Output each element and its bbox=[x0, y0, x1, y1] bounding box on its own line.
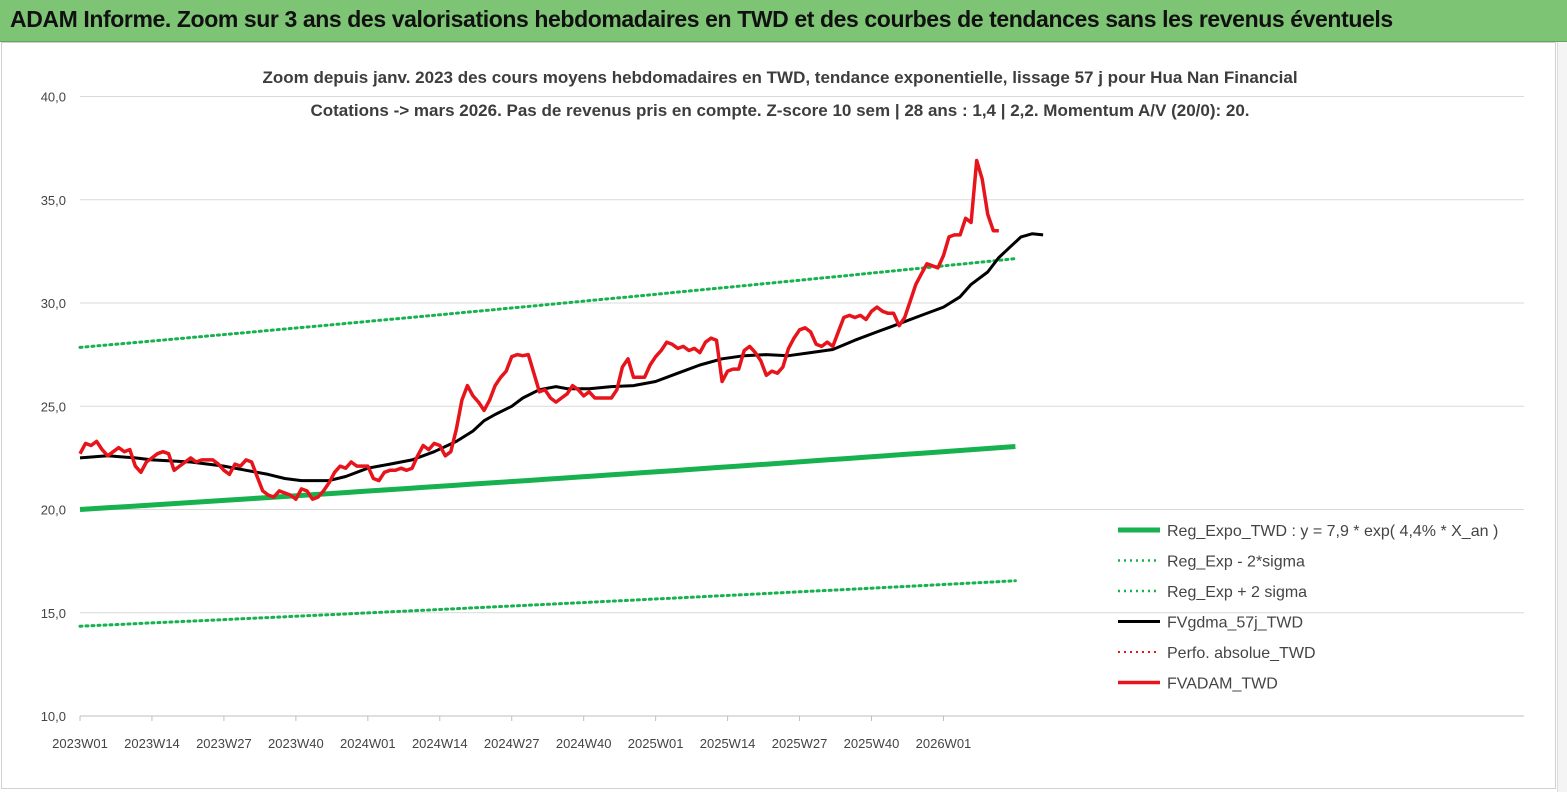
y-tick-labels: 10,0 15,0 20,0 25,0 30,0 35,0 40,0 bbox=[41, 90, 66, 725]
y-tick-label: 10,0 bbox=[41, 709, 66, 724]
x-tick-label: 2026W01 bbox=[916, 736, 972, 751]
x-tick-label: 2025W14 bbox=[700, 736, 756, 751]
series-line-2 bbox=[78, 579, 1017, 628]
series-line-0 bbox=[79, 444, 1016, 512]
x-tick-label: 2025W01 bbox=[628, 736, 684, 751]
x-tick-labels: 2023W01 2023W14 2023W27 2023W40 2024W01 2024W… bbox=[52, 716, 971, 751]
x-tick-label: 2023W01 bbox=[52, 736, 108, 751]
legend: Reg_Expo_TWD : y = 7,9 * exp( 4,4% * X_a… bbox=[1118, 523, 1498, 693]
chart-subtitle: Cotations -> mars 2026. Pas de revenus p… bbox=[310, 101, 1249, 120]
series-lines bbox=[78, 158, 1044, 628]
x-tick-label: 2025W40 bbox=[844, 736, 900, 751]
gridlines bbox=[80, 96, 1524, 614]
y-tick-label: 40,0 bbox=[41, 90, 66, 105]
scrollbar[interactable] bbox=[1557, 42, 1567, 792]
chart-title: Zoom depuis janv. 2023 des cours moyens … bbox=[262, 68, 1297, 87]
legend-label: Perfo. absolue_TWD bbox=[1167, 645, 1316, 662]
legend-label: FVADAM_TWD bbox=[1167, 676, 1278, 693]
y-tick-label: 20,0 bbox=[41, 503, 66, 518]
x-tick-label: 2024W27 bbox=[484, 736, 540, 751]
header-bar: ADAM Informe. Zoom sur 3 ans des valoris… bbox=[0, 0, 1567, 42]
x-tick-label: 2025W27 bbox=[772, 736, 828, 751]
x-tick-label: 2023W14 bbox=[124, 736, 180, 751]
y-tick-label: 25,0 bbox=[41, 399, 66, 414]
legend-label: Reg_Exp - 2*sigma bbox=[1167, 554, 1305, 571]
legend-label: Reg_Exp + 2 sigma bbox=[1167, 584, 1307, 601]
page-title: ADAM Informe. Zoom sur 3 ans des valoris… bbox=[10, 6, 1393, 32]
x-tick-label: 2023W27 bbox=[196, 736, 252, 751]
y-tick-label: 15,0 bbox=[41, 606, 66, 621]
chart-frame bbox=[1, 42, 1556, 789]
y-tick-label: 35,0 bbox=[41, 193, 66, 208]
series-line-5 bbox=[78, 158, 999, 501]
x-tick-label: 2023W40 bbox=[268, 736, 324, 751]
y-tick-label: 30,0 bbox=[41, 296, 66, 311]
x-tick-label: 2024W40 bbox=[556, 736, 612, 751]
legend-label: Reg_Expo_TWD : y = 7,9 * exp( 4,4% * X_a… bbox=[1167, 523, 1498, 540]
x-tick-label: 2024W14 bbox=[412, 736, 468, 751]
legend-label: FVgdma_57j_TWD bbox=[1167, 615, 1303, 632]
x-tick-label: 2024W01 bbox=[340, 736, 396, 751]
series-line-1 bbox=[78, 257, 1017, 349]
